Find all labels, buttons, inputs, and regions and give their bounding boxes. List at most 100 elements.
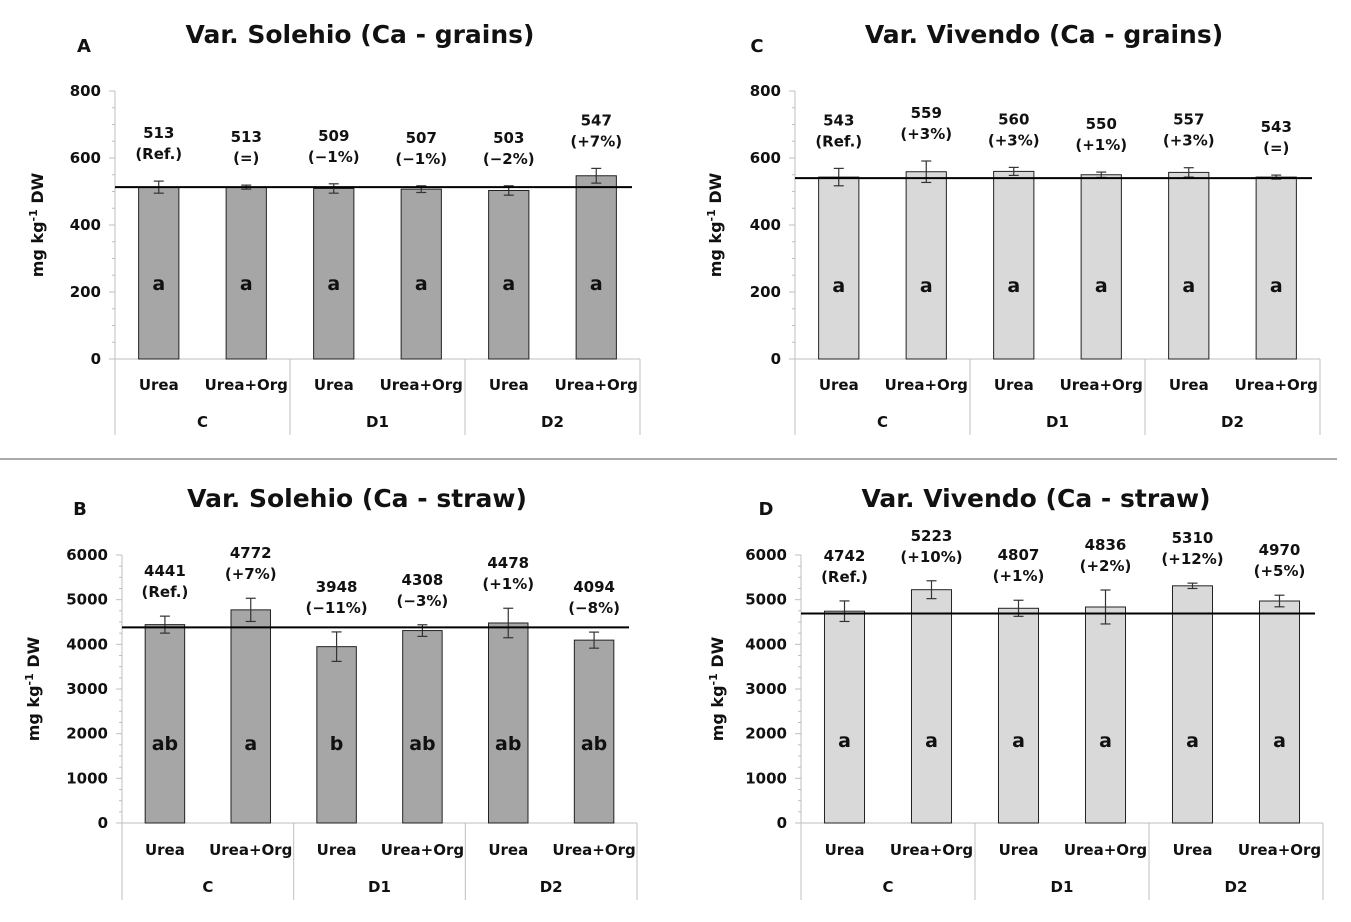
y-axis-label: mg kg-1 DW xyxy=(23,636,44,741)
x-category-label: Urea xyxy=(489,376,529,394)
x-category-label: Urea+Org xyxy=(552,841,635,859)
y-tick-label: 800 xyxy=(750,82,781,100)
y-tick-label: 2000 xyxy=(66,725,108,743)
group-label: D2 xyxy=(541,413,564,431)
data-label-value: 4807 xyxy=(998,546,1040,564)
y-axis-label-unit: DW xyxy=(708,636,727,673)
x-category-label: Urea+Org xyxy=(1060,376,1143,394)
significance-letter: a xyxy=(832,275,845,297)
panel-label: C xyxy=(750,36,763,57)
x-category-label: Urea+Org xyxy=(209,841,292,859)
data-label-value: 4094 xyxy=(573,578,615,596)
significance-letter: a xyxy=(415,273,428,295)
y-axis-label: mg kg-1 DW xyxy=(705,172,726,277)
data-label-change: (−11%) xyxy=(305,599,367,617)
x-category-label: Urea xyxy=(819,376,859,394)
y-tick-label: 6000 xyxy=(745,546,787,564)
data-label-value: 507 xyxy=(406,129,437,147)
data-label-value: 4308 xyxy=(402,571,444,589)
data-label-value: 4970 xyxy=(1259,541,1301,559)
data-label-change: (Ref.) xyxy=(815,132,862,150)
x-category-label: Urea xyxy=(139,376,179,394)
chart-panel-a: Var. Solehio (Ca - grains) Amg kg-1 DW 0 20… xyxy=(27,20,641,435)
y-axis-label-main: mg kg xyxy=(28,221,47,277)
bar xyxy=(1169,172,1209,359)
significance-letter: ab xyxy=(152,733,178,755)
bar xyxy=(824,611,864,823)
significance-letter: a xyxy=(1099,730,1112,752)
x-category-label: Urea+Org xyxy=(380,376,463,394)
bar xyxy=(145,625,184,823)
significance-letter: a xyxy=(1182,275,1195,297)
y-axis-label-superscript: -1 xyxy=(705,209,718,221)
group-label: C xyxy=(877,413,888,431)
data-label-value: 4478 xyxy=(487,554,529,572)
data-label-value: 3948 xyxy=(316,578,358,596)
data-label-value: 503 xyxy=(493,129,524,147)
y-axis-label-unit: DW xyxy=(24,636,43,673)
panel-label: A xyxy=(77,36,91,57)
data-label-change: (+3%) xyxy=(1163,132,1215,150)
data-label-value: 550 xyxy=(1086,115,1117,133)
significance-letter: a xyxy=(838,730,851,752)
significance-letter: a xyxy=(240,273,253,295)
y-tick-label: 0 xyxy=(91,350,101,368)
x-category-label: Urea xyxy=(1173,841,1213,859)
group-label: C xyxy=(882,878,893,896)
data-label-value: 4772 xyxy=(230,544,272,562)
y-tick-label: 4000 xyxy=(66,635,108,653)
y-tick-label: 200 xyxy=(750,283,781,301)
data-label-change: (+1%) xyxy=(993,567,1045,585)
data-label-value: 559 xyxy=(911,104,942,122)
y-tick-label: 600 xyxy=(70,149,101,167)
x-category-label: Urea+Org xyxy=(885,376,968,394)
group-label: D1 xyxy=(1046,413,1069,431)
y-axis-label: mg kg-1 DW xyxy=(27,172,48,277)
y-tick-label: 200 xyxy=(70,283,101,301)
bar xyxy=(574,640,613,823)
chart-title: Var. Vivendo (Ca - grains) xyxy=(865,20,1223,49)
y-tick-label: 400 xyxy=(750,216,781,234)
y-axis-label-main: mg kg xyxy=(24,685,43,741)
data-label-change: (−2%) xyxy=(483,150,535,168)
data-label-value: 513 xyxy=(231,128,262,146)
x-category-label: Urea xyxy=(825,841,865,859)
data-label-change: (+1%) xyxy=(1075,136,1127,154)
y-tick-label: 3000 xyxy=(66,680,108,698)
data-label-change: (+3%) xyxy=(988,131,1040,149)
chart-panel-b: Var. Solehio (Ca - straw) Bmg kg-1 DW 0 100… xyxy=(23,484,638,900)
significance-letter: a xyxy=(1186,730,1199,752)
chart-title: Var. Solehio (Ca - straw) xyxy=(187,484,527,513)
significance-letter: a xyxy=(1012,730,1025,752)
y-tick-label: 5000 xyxy=(745,591,787,609)
data-label-change: (+2%) xyxy=(1080,557,1132,575)
y-tick-label: 1000 xyxy=(66,769,108,787)
y-tick-label: 800 xyxy=(70,82,101,100)
significance-letter: a xyxy=(327,273,340,295)
significance-letter: a xyxy=(152,273,165,295)
group-label: D1 xyxy=(368,878,391,896)
data-label-value: 509 xyxy=(318,127,349,145)
data-label-change: (+7%) xyxy=(225,565,277,583)
chart-title: Var. Vivendo (Ca - straw) xyxy=(861,484,1210,513)
y-tick-label: 0 xyxy=(777,814,787,832)
significance-letter: a xyxy=(920,275,933,297)
bar xyxy=(906,172,946,359)
bar xyxy=(998,608,1038,823)
x-category-label: Urea+Org xyxy=(890,841,973,859)
data-label-value: 513 xyxy=(143,124,174,142)
panel-label: D xyxy=(759,499,774,520)
significance-letter: a xyxy=(1095,275,1108,297)
bar xyxy=(1172,586,1212,823)
significance-letter: a xyxy=(1270,275,1283,297)
data-label-change: (+3%) xyxy=(900,125,952,143)
data-label-change: (+5%) xyxy=(1254,562,1306,580)
y-tick-label: 1000 xyxy=(745,769,787,787)
figure: Var. Solehio (Ca - grains) Amg kg-1 DW 0 20… xyxy=(0,0,1351,922)
y-axis-label-superscript: -1 xyxy=(27,209,40,221)
data-label-change: (−8%) xyxy=(568,599,620,617)
significance-letter: b xyxy=(330,733,344,755)
y-tick-label: 400 xyxy=(70,216,101,234)
group-label: D1 xyxy=(1051,878,1074,896)
x-category-label: Urea+Org xyxy=(1235,376,1318,394)
